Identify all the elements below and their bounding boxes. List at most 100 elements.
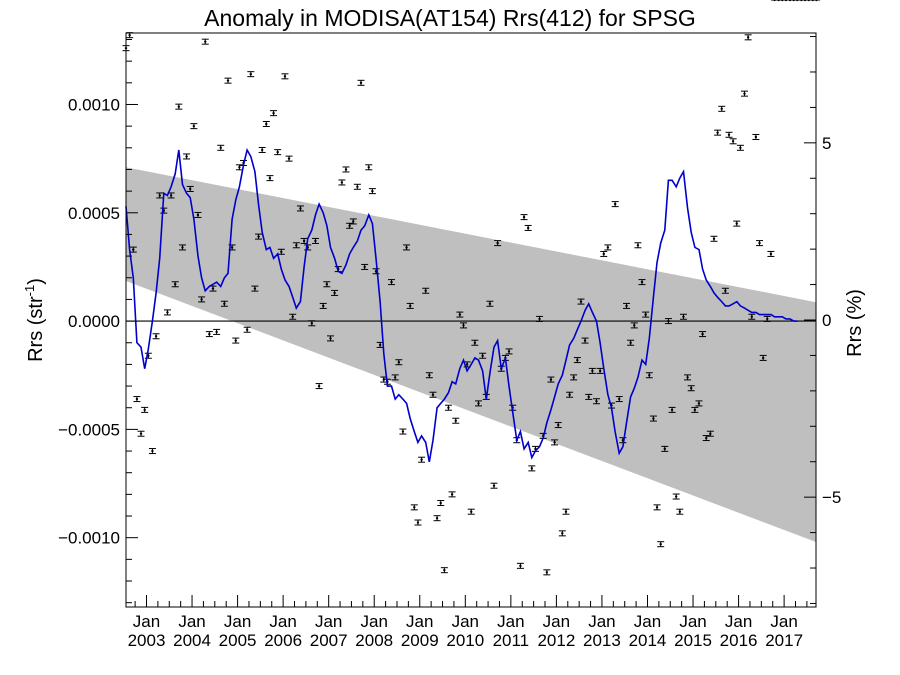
point-marker [329, 337, 332, 340]
data-point [129, 246, 137, 253]
data-point [554, 422, 562, 429]
data-point [425, 372, 433, 379]
data-point [645, 372, 653, 379]
data-point [475, 400, 483, 407]
point-marker [208, 332, 211, 336]
point-marker [613, 202, 617, 206]
data-point [577, 298, 585, 305]
y2-tick-label: 0 [822, 311, 831, 330]
point-marker [492, 484, 496, 487]
point-marker [690, 387, 693, 390]
data-point [725, 131, 733, 138]
data-point [706, 430, 714, 437]
data-point [440, 567, 448, 574]
point-marker [200, 298, 203, 301]
data-point [141, 406, 149, 413]
data-point [414, 519, 422, 526]
point-marker [158, 194, 161, 197]
data-point [346, 222, 354, 229]
point-marker [408, 304, 412, 308]
data-point [289, 313, 297, 320]
data-point [178, 244, 186, 251]
point-marker [652, 417, 655, 420]
point-marker [636, 244, 640, 247]
point-marker [314, 239, 317, 243]
data-point [812, 0, 820, 2]
point-marker [538, 317, 541, 321]
point-marker [553, 441, 556, 444]
data-point [406, 302, 414, 309]
x-tick-label-year: 2015 [674, 631, 712, 650]
x-tick-label-month: Jan [178, 612, 205, 631]
point-marker [166, 311, 169, 314]
point-marker [625, 304, 628, 308]
point-marker [705, 436, 708, 440]
point-marker [659, 542, 662, 546]
point-marker [697, 402, 701, 405]
data-point [543, 569, 551, 576]
data-point [638, 279, 646, 286]
point-marker [287, 157, 291, 160]
point-marker [325, 283, 329, 286]
point-marker [234, 339, 237, 342]
point-marker [416, 521, 420, 524]
data-point [361, 263, 369, 270]
x-tick-label-month: Jan [588, 612, 615, 631]
point-marker [458, 313, 462, 316]
point-marker [230, 246, 234, 249]
data-point [759, 354, 767, 361]
point-marker [564, 510, 568, 513]
data-point [213, 328, 221, 335]
data-point [763, 315, 771, 322]
point-marker [344, 168, 348, 171]
point-marker [739, 146, 742, 149]
x-tick-label-year: 2010 [446, 631, 484, 650]
data-point [217, 144, 225, 151]
point-marker [249, 72, 252, 76]
point-marker [598, 369, 602, 373]
point-marker [378, 343, 382, 347]
data-point [702, 435, 710, 442]
x-tick-label-month: Jan [224, 612, 251, 631]
data-point [444, 404, 452, 411]
data-point [338, 179, 346, 186]
data-point [171, 281, 179, 288]
y-tick-label: 0.0010 [68, 95, 120, 114]
point-marker [169, 194, 173, 197]
point-marker [549, 378, 553, 381]
data-point [418, 456, 426, 463]
data-point [676, 508, 684, 515]
data-point [315, 383, 323, 390]
data-point [235, 164, 243, 171]
point-marker [447, 406, 450, 409]
point-marker [746, 36, 750, 39]
point-marker [686, 376, 689, 379]
data-point [566, 391, 574, 398]
data-point [163, 309, 171, 316]
data-point [581, 337, 589, 344]
data-point [281, 73, 289, 80]
x-tick-label-year: 2017 [765, 631, 803, 650]
point-marker [128, 33, 131, 37]
point-marker [367, 166, 370, 169]
data-point [562, 508, 570, 515]
point-marker [424, 289, 427, 292]
y-tick-label: −0.0010 [58, 529, 120, 548]
data-point [592, 398, 600, 405]
point-marker [591, 369, 594, 373]
point-marker [139, 432, 143, 435]
data-point [516, 562, 524, 569]
trend-band [126, 167, 816, 543]
data-point [611, 201, 619, 208]
data-point [585, 393, 593, 400]
data-point [319, 302, 327, 309]
data-point [699, 331, 707, 338]
point-marker [420, 458, 423, 461]
point-marker [750, 315, 753, 318]
data-point [657, 541, 665, 548]
data-point [266, 175, 274, 182]
point-marker [393, 376, 397, 379]
data-point [349, 218, 357, 225]
data-point [190, 123, 198, 130]
